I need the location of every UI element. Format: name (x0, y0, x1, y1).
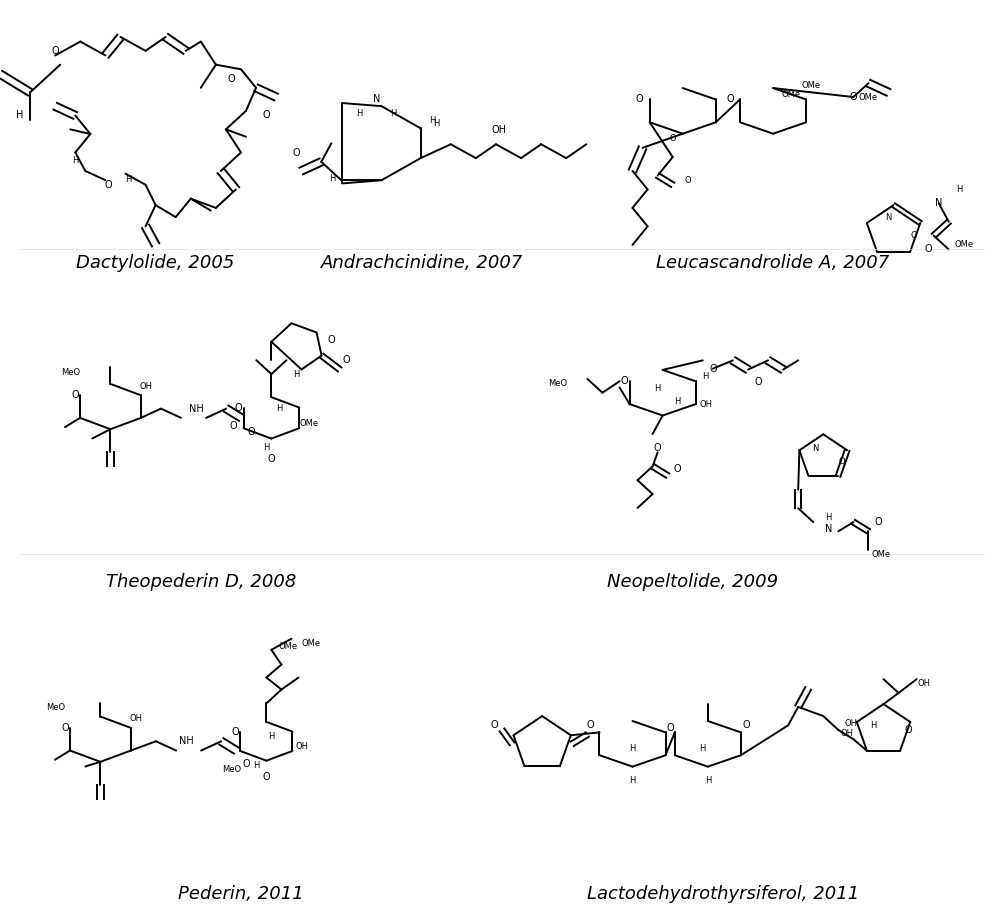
Text: O: O (230, 421, 237, 432)
Text: O: O (924, 245, 932, 254)
Text: O: O (227, 74, 235, 83)
Text: O: O (343, 355, 350, 365)
Text: H: H (824, 513, 830, 522)
Text: O: O (104, 180, 112, 189)
Text: OH: OH (698, 399, 711, 408)
Text: OMe: OMe (871, 550, 891, 559)
Text: O: O (753, 377, 761, 386)
Text: OH: OH (296, 742, 309, 751)
Text: Lactodehydrothyrsiferol, 2011: Lactodehydrothyrsiferol, 2011 (586, 884, 859, 903)
Text: MeO: MeO (60, 369, 80, 377)
Text: H: H (356, 109, 362, 118)
Text: H: H (263, 444, 269, 453)
Text: H: H (955, 185, 961, 194)
Text: H: H (125, 175, 131, 184)
Text: O: O (262, 111, 270, 120)
Text: OH: OH (917, 679, 929, 688)
Text: Andrachcinidine, 2007: Andrachcinidine, 2007 (320, 254, 523, 273)
Text: OMe: OMe (780, 91, 799, 100)
Text: H: H (253, 760, 259, 770)
Text: H: H (704, 776, 710, 785)
Text: O: O (489, 721, 497, 730)
Text: H: H (433, 118, 439, 128)
Text: Pederin, 2011: Pederin, 2011 (178, 884, 304, 903)
Text: OMe: OMe (299, 419, 319, 428)
Text: H: H (293, 370, 299, 379)
Text: H: H (699, 744, 705, 753)
Text: Dactylolide, 2005: Dactylolide, 2005 (76, 254, 235, 273)
Text: OH: OH (129, 714, 142, 723)
Text: OMe: OMe (279, 641, 298, 650)
Text: NH: NH (189, 404, 204, 414)
Text: O: O (635, 94, 643, 104)
Text: O: O (620, 376, 628, 386)
Text: O: O (725, 94, 733, 104)
Text: O: O (248, 427, 255, 437)
Text: H: H (16, 111, 24, 120)
Text: O: O (741, 720, 749, 730)
Text: O: O (874, 517, 882, 527)
Text: O: O (910, 231, 916, 240)
Text: N: N (372, 93, 380, 103)
Text: Neopeltolide, 2009: Neopeltolide, 2009 (607, 573, 777, 591)
Text: OMe: OMe (953, 240, 973, 249)
Text: O: O (669, 134, 675, 143)
Text: H: H (268, 732, 274, 741)
Text: O: O (904, 725, 912, 735)
Text: O: O (232, 726, 239, 736)
Text: H: H (629, 776, 635, 785)
Text: H: H (702, 372, 708, 382)
Text: O: O (653, 443, 661, 453)
Text: H: H (429, 116, 435, 126)
Text: OMe: OMe (800, 81, 819, 91)
Text: NH: NH (179, 736, 194, 747)
Text: O: O (849, 92, 857, 102)
Text: O: O (292, 148, 300, 158)
Text: O: O (71, 390, 78, 400)
Text: O: O (708, 364, 716, 373)
Text: Leucascandrolide A, 2007: Leucascandrolide A, 2007 (656, 254, 889, 273)
Text: H: H (870, 721, 876, 730)
Text: OH: OH (491, 126, 506, 136)
Text: H: H (329, 175, 335, 183)
Text: O: O (263, 772, 270, 783)
Text: O: O (243, 760, 250, 770)
Text: O: O (328, 334, 335, 345)
Text: H: H (654, 383, 660, 393)
Text: H: H (276, 404, 282, 413)
Text: O: O (838, 457, 844, 467)
Text: OH: OH (840, 728, 853, 737)
Text: OMe: OMe (858, 92, 878, 102)
Text: O: O (61, 723, 68, 733)
Text: MeO: MeO (45, 703, 65, 711)
Text: OH: OH (845, 719, 857, 728)
Text: O: O (666, 723, 674, 733)
Text: OMe: OMe (302, 638, 321, 648)
Text: H: H (629, 744, 635, 753)
Text: H: H (390, 109, 396, 118)
Text: MeO: MeO (222, 765, 241, 774)
Text: MeO: MeO (547, 379, 567, 388)
Text: O: O (51, 46, 59, 55)
Text: O: O (673, 464, 681, 474)
Text: OH: OH (139, 382, 152, 391)
Text: N: N (934, 199, 942, 208)
Text: H: H (674, 397, 680, 407)
Text: O: O (586, 721, 594, 730)
Text: N: N (823, 525, 831, 534)
Text: O: O (235, 403, 242, 412)
Text: N: N (811, 444, 817, 453)
Text: O: O (684, 176, 690, 185)
Text: H: H (72, 156, 78, 165)
Text: O: O (268, 454, 275, 464)
Text: Theopederin D, 2008: Theopederin D, 2008 (105, 573, 296, 591)
Text: N: N (885, 213, 891, 222)
